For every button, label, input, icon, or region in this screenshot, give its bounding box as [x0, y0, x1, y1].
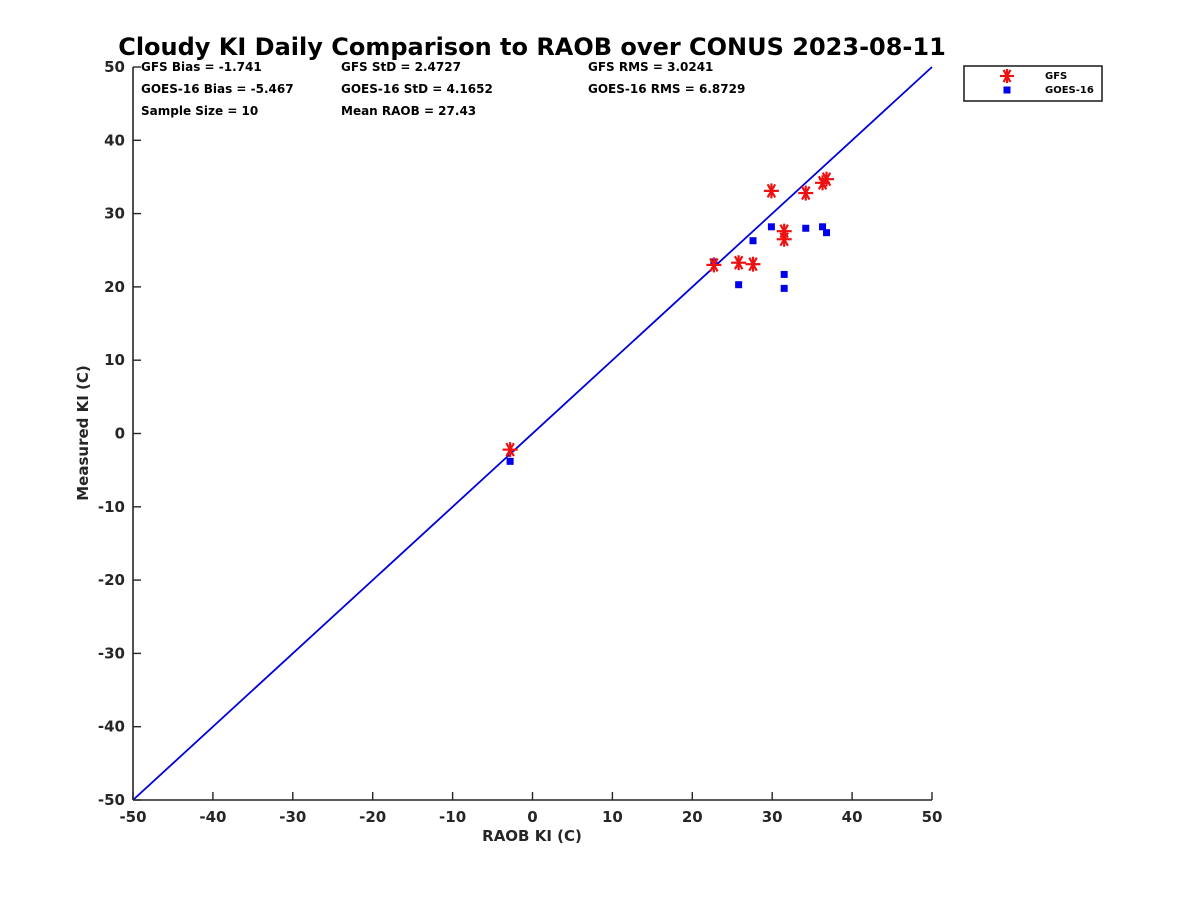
x-tick-label: -10	[439, 808, 466, 826]
legend-goes16-marker	[1003, 86, 1011, 94]
goes16-point	[767, 223, 775, 231]
y-tick-label: 40	[104, 131, 125, 149]
x-tick-label: -30	[279, 808, 306, 826]
legend-goes16-glyph	[1003, 86, 1011, 94]
gfs-point	[819, 171, 835, 187]
gfs-point	[706, 257, 722, 273]
x-tick-label: 40	[842, 808, 863, 826]
y-tick-label: 20	[104, 278, 125, 296]
goes16-point	[823, 229, 831, 237]
legend-goes16-label: GOES-16	[1045, 85, 1094, 96]
goes16-point	[780, 284, 788, 292]
legend-gfs-marker	[1000, 69, 1014, 83]
y-tick-label: 30	[104, 205, 125, 223]
gfs-point	[731, 255, 747, 271]
goes16-point	[780, 270, 788, 278]
y-tick-label: -40	[98, 718, 125, 736]
goes16-point	[506, 457, 514, 465]
x-tick-label: 0	[527, 808, 537, 826]
gfs-point	[798, 185, 814, 201]
legend-box	[963, 65, 1103, 102]
stat-text: Mean RAOB = 27.43	[341, 104, 476, 118]
y-tick-label: -10	[98, 498, 125, 516]
x-tick-label: 30	[762, 808, 783, 826]
goes16-point	[819, 223, 827, 231]
gfs-point	[502, 442, 518, 458]
stat-text: GOES-16 RMS = 6.8729	[588, 82, 745, 96]
x-tick-label: -40	[199, 808, 226, 826]
x-tick-label: 50	[922, 808, 943, 826]
chart-title: Cloudy KI Daily Comparison to RAOB over …	[118, 33, 946, 61]
gfs-point	[763, 183, 779, 199]
reference-line	[132, 66, 933, 801]
goes16-point	[735, 281, 743, 289]
x-tick-label: -50	[119, 808, 146, 826]
legend: GFS GOES-16	[963, 65, 1103, 102]
stat-text: GOES-16 Bias = -5.467	[141, 82, 294, 96]
stat-text: GFS RMS = 3.0241	[588, 60, 713, 74]
legend-gfs-glyph	[1000, 69, 1014, 83]
y-tick-label: 10	[104, 351, 125, 369]
x-tick-label: 10	[602, 808, 623, 826]
gfs-point	[776, 231, 792, 247]
y-tick-label: -20	[98, 571, 125, 589]
legend-gfs-label: GFS	[1045, 71, 1067, 82]
stat-text: GOES-16 StD = 4.1652	[341, 82, 493, 96]
y-tick-label: 50	[104, 58, 125, 76]
y-tick-label: -50	[98, 791, 125, 809]
y-tick-label: -30	[98, 644, 125, 662]
x-tick-label: 20	[682, 808, 703, 826]
stat-text: GFS Bias = -1.741	[141, 60, 262, 74]
y-axis-label: Measured KI (C)	[74, 365, 92, 501]
y-tick-label: 0	[115, 425, 125, 443]
stat-text: Sample Size = 10	[141, 104, 258, 118]
x-axis-label: RAOB KI (C)	[482, 827, 582, 845]
goes16-point	[802, 224, 810, 232]
x-tick-label: -20	[359, 808, 386, 826]
gfs-point	[745, 256, 761, 272]
stat-text: GFS StD = 2.4727	[341, 60, 461, 74]
goes16-point	[749, 237, 757, 245]
